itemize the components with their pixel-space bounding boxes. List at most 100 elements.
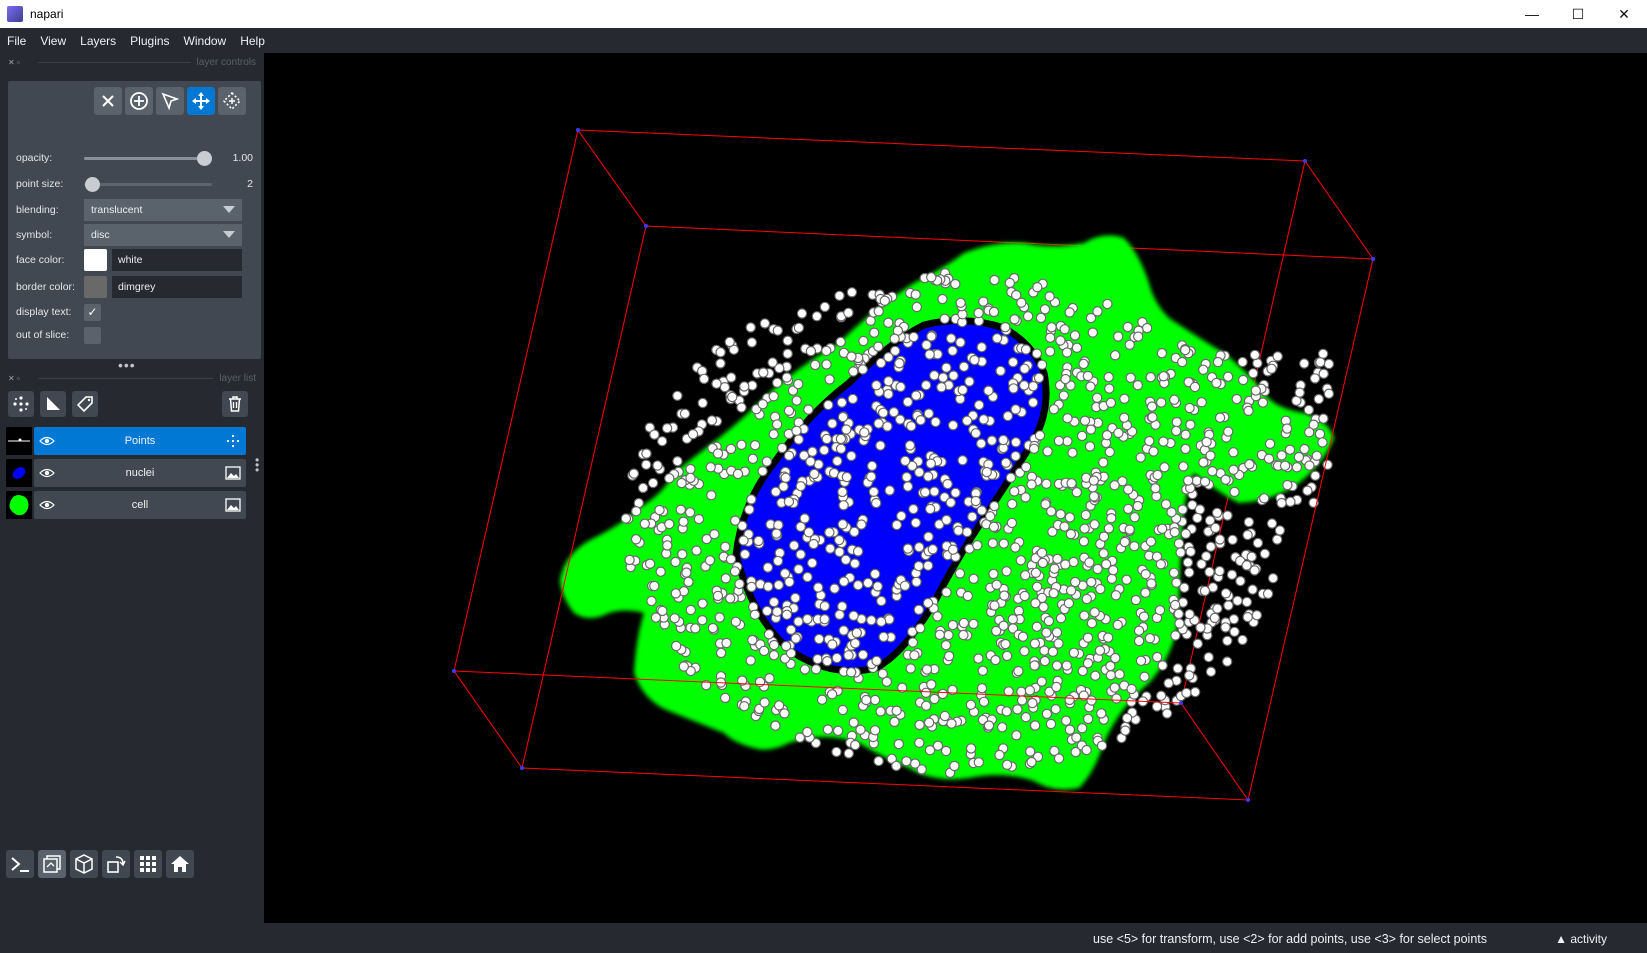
out-of-slice-checkbox[interactable] <box>84 326 101 344</box>
point-marker <box>1146 578 1157 589</box>
layer-name[interactable]: cell <box>131 499 149 511</box>
dock-splitter-handle[interactable]: ••• <box>118 357 136 373</box>
point-marker <box>875 357 887 369</box>
menu-help[interactable]: Help <box>240 33 265 48</box>
point-marker <box>783 405 795 416</box>
menu-window[interactable]: Window <box>183 33 227 48</box>
point-marker <box>746 581 757 593</box>
menu-file[interactable]: File <box>7 33 27 48</box>
point-marker <box>1310 470 1321 481</box>
layer-item-points[interactable]: Points <box>6 427 246 455</box>
blending-select[interactable]: translucent <box>84 199 242 221</box>
point-marker <box>1272 534 1283 545</box>
point-marker <box>1090 670 1101 681</box>
minimize-button[interactable]: — <box>1525 6 1539 22</box>
point-marker <box>998 434 1009 446</box>
point-marker <box>1041 708 1053 720</box>
eye-icon[interactable] <box>34 467 60 479</box>
symbol-value: disc <box>91 229 110 241</box>
layer-name[interactable]: nuclei <box>125 467 155 479</box>
maximize-button[interactable]: ☐ <box>1571 5 1585 22</box>
add-point-icon <box>130 92 148 110</box>
point-marker <box>1086 576 1097 588</box>
point-size-slider[interactable] <box>84 173 212 195</box>
point-marker <box>783 496 795 507</box>
opacity-slider-handle[interactable] <box>197 151 212 166</box>
point-marker <box>791 395 802 406</box>
menu-view[interactable]: View <box>40 33 67 48</box>
opacity-slider[interactable] <box>84 147 212 169</box>
point-marker <box>901 471 912 483</box>
point-marker <box>923 531 934 542</box>
point-marker <box>1029 638 1041 649</box>
point-marker <box>1063 598 1075 609</box>
point-marker <box>1002 410 1014 422</box>
point-marker <box>1086 695 1097 706</box>
point-marker <box>1161 708 1173 719</box>
point-marker <box>1045 332 1056 343</box>
point-marker <box>998 620 1009 631</box>
point-marker <box>1196 558 1207 570</box>
border-color-swatch[interactable] <box>84 276 107 298</box>
point-marker <box>991 333 1003 344</box>
point-marker <box>936 382 947 393</box>
dock-resize-handle[interactable]: • • • <box>255 453 260 477</box>
grid-view-button[interactable] <box>134 850 162 878</box>
point-marker <box>824 374 835 385</box>
point-marker <box>1088 491 1100 502</box>
point-marker <box>802 613 813 625</box>
delete-layer-button[interactable] <box>222 391 248 417</box>
layer-item-cell[interactable]: cell <box>6 491 246 519</box>
delete-selected-points-button[interactable] <box>94 87 122 115</box>
menu-plugins[interactable]: Plugins <box>130 33 170 48</box>
console-button[interactable] <box>6 850 34 878</box>
layer-name[interactable]: Points <box>124 435 156 447</box>
reset-view-button[interactable] <box>166 850 194 878</box>
transform-button[interactable] <box>218 87 246 115</box>
point-marker <box>1060 715 1072 726</box>
point-marker <box>1139 671 1150 682</box>
viewer-canvas[interactable] <box>264 53 1647 923</box>
point-marker <box>657 436 668 447</box>
point-marker <box>1226 569 1238 580</box>
point-marker <box>1046 322 1057 333</box>
point-marker <box>670 588 681 599</box>
point-marker <box>768 639 780 651</box>
face-color-swatch[interactable] <box>84 249 107 271</box>
pan-zoom-button[interactable] <box>187 87 215 115</box>
layer-item-nuclei[interactable]: nuclei <box>6 459 246 487</box>
new-labels-layer-button[interactable] <box>72 391 98 417</box>
border-color-input[interactable]: dimgrey <box>112 276 242 298</box>
new-points-layer-button[interactable] <box>8 391 34 417</box>
point-marker <box>811 311 823 322</box>
point-marker <box>770 720 781 731</box>
face-color-input[interactable]: white <box>112 249 242 271</box>
symbol-select[interactable]: disc <box>84 224 242 246</box>
display-text-checkbox[interactable]: ✓ <box>84 303 101 321</box>
new-shapes-layer-button[interactable] <box>40 391 66 417</box>
point-size-slider-handle[interactable] <box>84 177 100 192</box>
eye-icon[interactable] <box>34 435 60 447</box>
ndisplay-button[interactable] <box>38 850 66 878</box>
add-points-button[interactable] <box>125 87 153 115</box>
point-marker <box>1205 450 1216 461</box>
dock-float-close-icon[interactable]: ✕ ▫ <box>8 373 20 383</box>
point-marker <box>1092 306 1103 317</box>
roll-dimensions-button[interactable] <box>102 850 130 878</box>
point-marker <box>773 700 785 711</box>
point-marker <box>812 653 823 665</box>
toggle-3d-button[interactable] <box>70 850 98 878</box>
select-points-button[interactable] <box>156 87 184 115</box>
dock-float-close-icon[interactable]: ✕ ▫ <box>8 57 20 67</box>
point-marker <box>783 450 795 461</box>
point-marker <box>1304 460 1315 471</box>
point-marker <box>901 756 912 767</box>
close-button[interactable]: ✕ <box>1618 5 1630 22</box>
point-marker <box>910 289 921 300</box>
eye-icon[interactable] <box>34 499 60 511</box>
menu-layers[interactable]: Layers <box>80 33 117 48</box>
point-marker <box>899 580 911 592</box>
points-layer-controls: opacity: 1.00 point size: 2 blend <box>8 81 261 359</box>
activity-button[interactable]: ▲ activity <box>1555 932 1607 946</box>
point-marker <box>639 518 650 529</box>
